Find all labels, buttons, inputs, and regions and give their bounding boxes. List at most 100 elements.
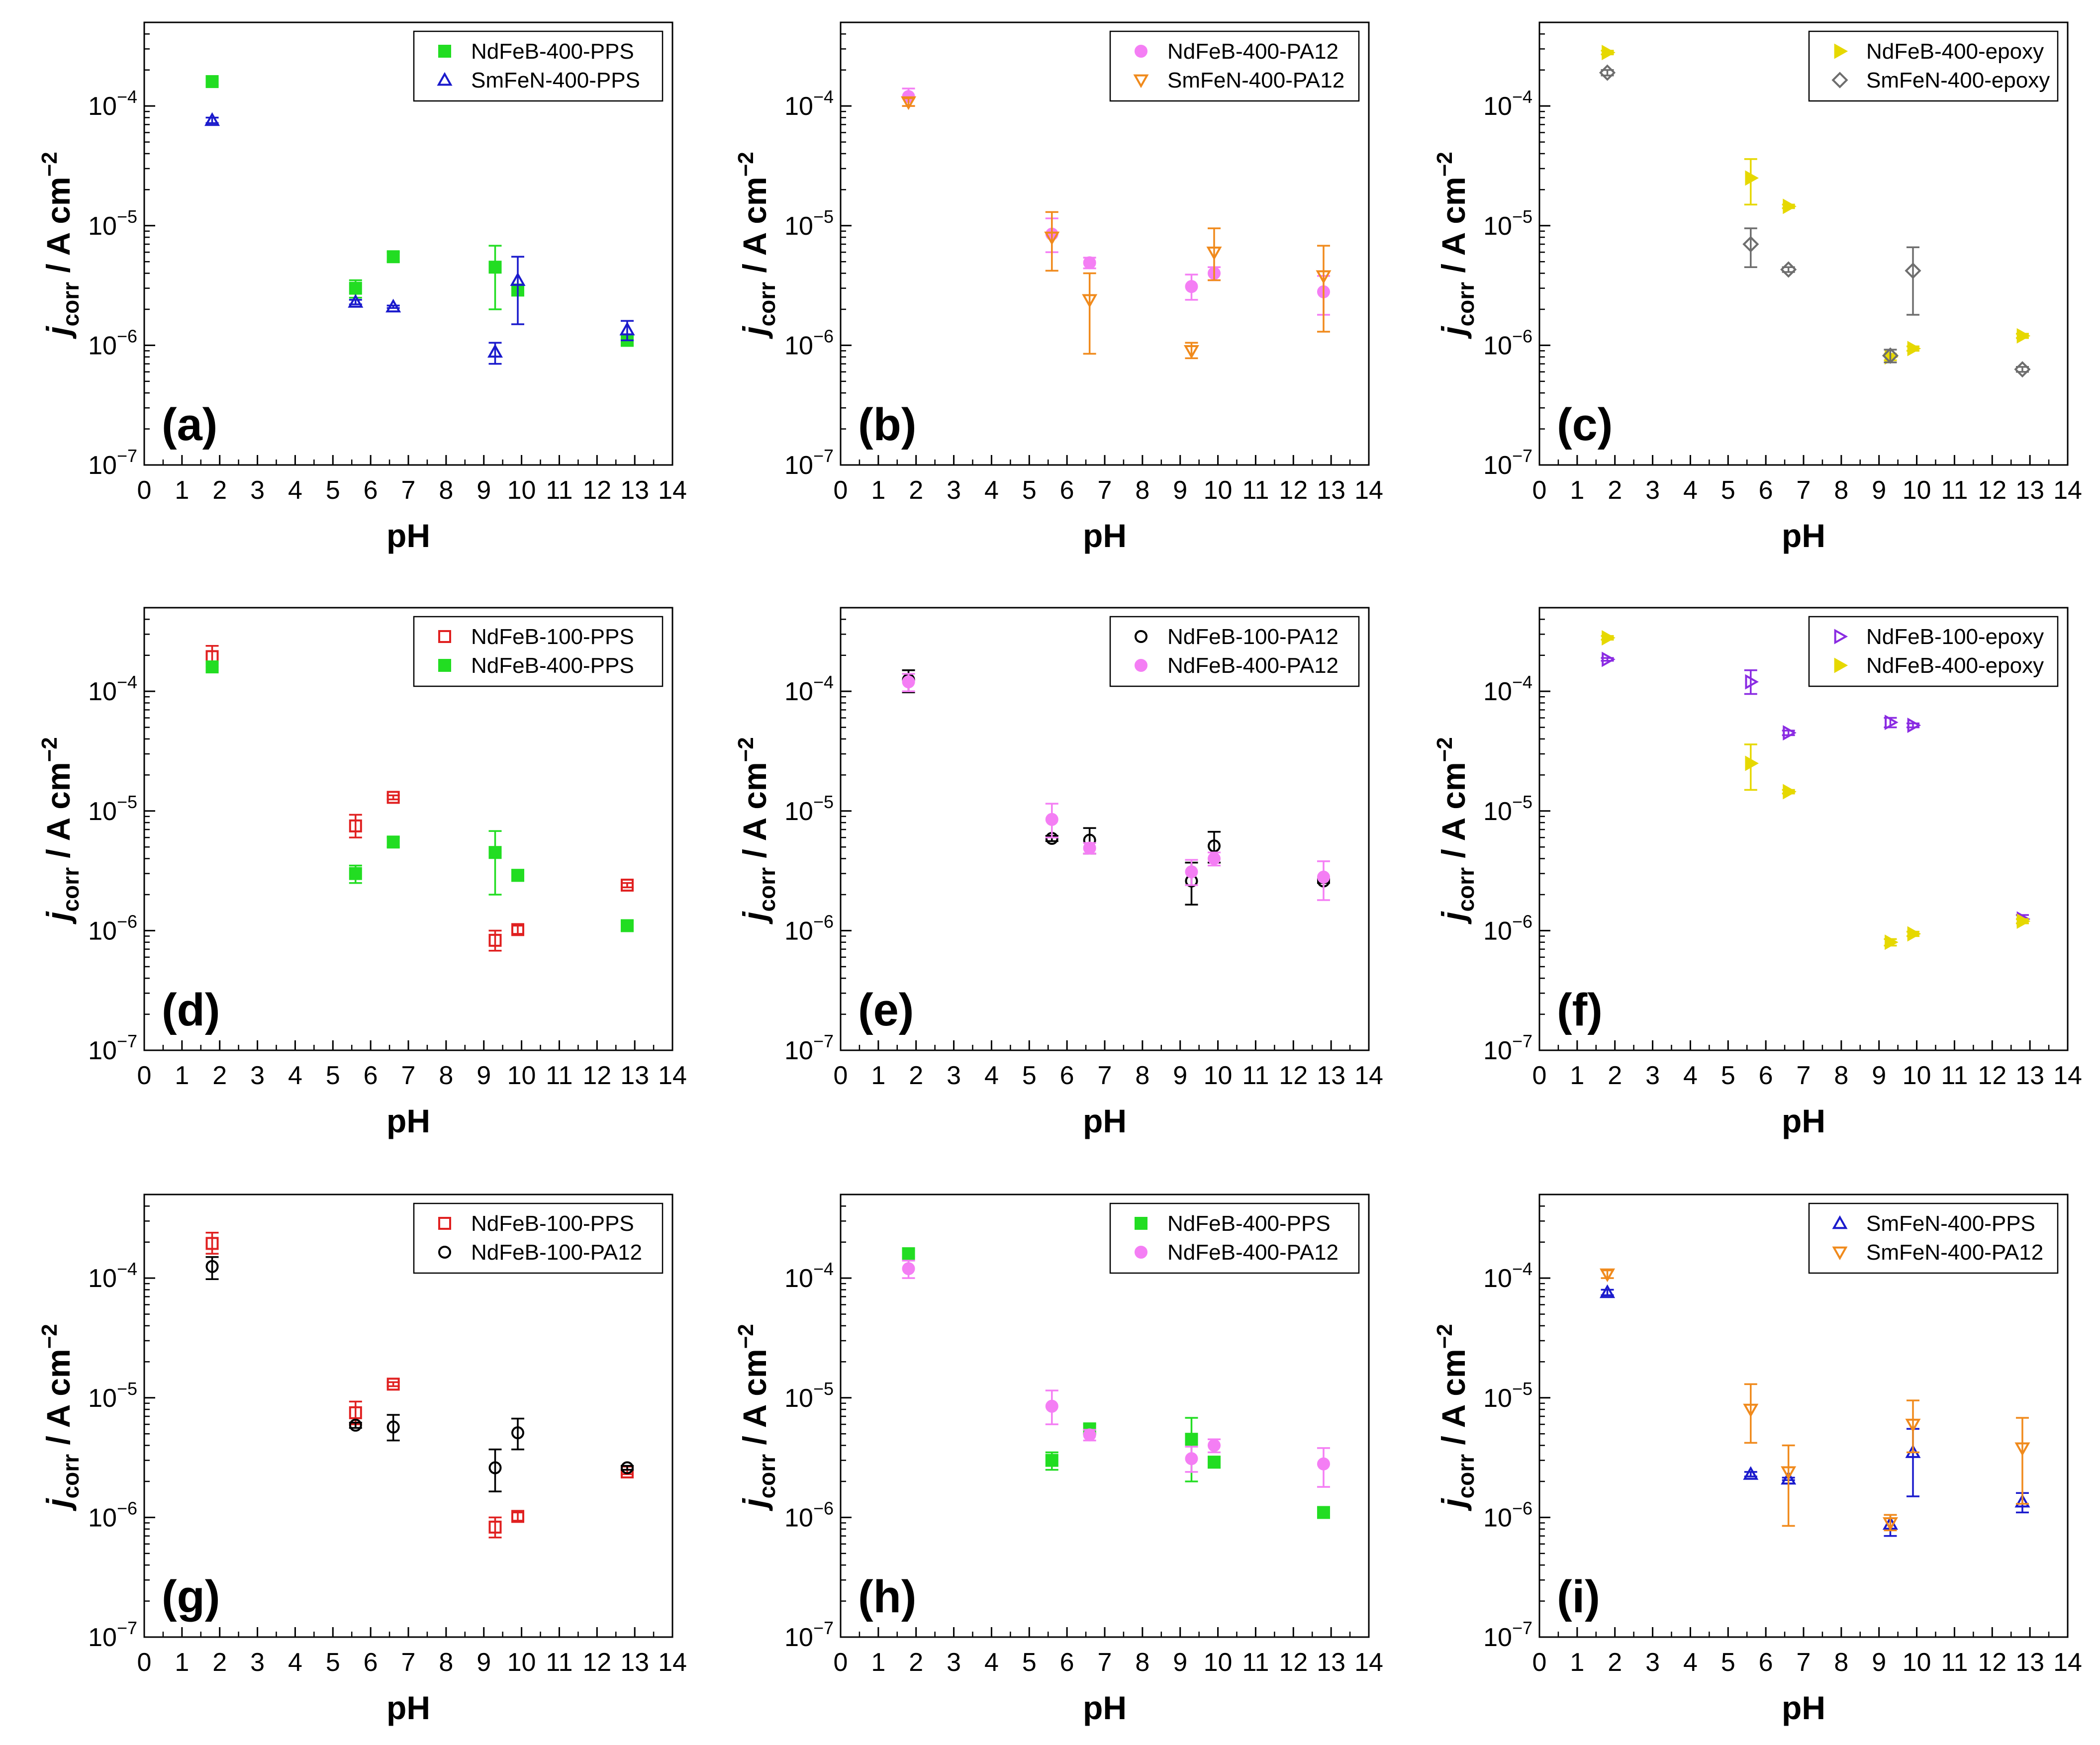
- legend: NdFeB-100-epoxy NdFeB-400-epoxy: [1808, 616, 2059, 687]
- x-tick-label: 6: [1759, 1648, 1773, 1677]
- legend-label: SmFeN-400-PA12: [1866, 1240, 2043, 1265]
- x-tick-label: 0: [137, 1648, 152, 1677]
- legend-label: NdFeB-400-PPS: [471, 653, 634, 678]
- data-point: [1783, 725, 1797, 741]
- y-tick-label: 10−6: [1483, 326, 1532, 360]
- x-tick-label: 6: [1060, 1061, 1074, 1090]
- legend-label: NdFeB-400-PA12: [1167, 653, 1338, 678]
- panel-label: (g): [162, 1571, 220, 1622]
- y-tick-label: 10−4: [88, 1259, 137, 1293]
- data-point: [205, 660, 219, 674]
- x-tick-label: 8: [1834, 1061, 1848, 1090]
- data-point: [1317, 1506, 1330, 1519]
- x-tick-label: 3: [1645, 476, 1660, 505]
- x-tick-label: 9: [1872, 1061, 1886, 1090]
- x-tick-label: 6: [364, 1648, 378, 1677]
- data-series: [1601, 651, 2031, 927]
- data-point: [511, 923, 524, 936]
- data-point: [1045, 813, 1058, 826]
- data-series: [1600, 1284, 2030, 1537]
- x-axis-title: pH: [386, 517, 430, 554]
- x-tick-label: 0: [1532, 1061, 1547, 1090]
- x-tick-label: 9: [477, 1648, 491, 1677]
- data-point: [902, 1262, 915, 1276]
- y-tick-label: 10−7: [88, 1031, 137, 1065]
- data-series: [902, 1260, 1330, 1488]
- chart-panel: 0 1 2 3 4 5 6 7 8 9 10 11 12 13 1410−710−610−510−4pHjc…: [1432, 21, 2082, 554]
- data-point: [1907, 926, 1921, 942]
- y-tick-label: 10−6: [88, 1498, 137, 1532]
- panel-label: (f): [1557, 985, 1603, 1035]
- x-tick-label: 4: [984, 1648, 999, 1677]
- x-tick-label: 12: [1978, 476, 2006, 505]
- legend-marker: [1133, 74, 1149, 89]
- y-axis-title: jcorr / A cm−2: [734, 737, 780, 925]
- x-tick-label: 6: [1060, 476, 1074, 505]
- x-tick-label: 8: [439, 1061, 453, 1090]
- data-point: [902, 1247, 915, 1261]
- x-tick-label: 1: [175, 1648, 189, 1677]
- y-tick-label: 10−4: [1483, 87, 1532, 121]
- legend: NdFeB-100-PPS NdFeB-100-PA12: [413, 1202, 664, 1274]
- data-point: [1742, 236, 1759, 253]
- legend-marker: [1135, 659, 1147, 672]
- legend-marker: [438, 659, 451, 672]
- legend-label: NdFeB-400-PPS: [1167, 1211, 1331, 1236]
- x-tick-label: 11: [1941, 1061, 1968, 1090]
- data-point: [1743, 1403, 1759, 1418]
- x-tick-label: 0: [137, 476, 152, 505]
- x-tick-label: 8: [439, 1648, 453, 1677]
- data-series: [1599, 64, 2031, 378]
- legend: NdFeB-400-PA12 SmFeN-400-PA12: [1109, 30, 1360, 102]
- data-series: [205, 660, 634, 932]
- x-tick-label: 9: [1173, 476, 1187, 505]
- chart-panel: 0 1 2 3 4 5 6 7 8 9 10 11 12 13 1410−710−610−510−4pHjc…: [37, 21, 687, 554]
- legend-marker: [1831, 72, 1848, 89]
- legend-marker: [438, 1217, 451, 1230]
- data-point: [1781, 1466, 1797, 1480]
- x-tick-label: 5: [326, 1061, 340, 1090]
- data-point: [1745, 170, 1759, 186]
- data-point: [1602, 45, 1616, 61]
- x-tick-label: 2: [909, 476, 923, 505]
- x-tick-label: 0: [137, 1061, 152, 1090]
- x-tick-label: 9: [1173, 1061, 1187, 1090]
- panel-label: (d): [162, 985, 220, 1035]
- legend-label: NdFeB-100-PA12: [471, 1240, 642, 1265]
- data-point: [1780, 261, 1797, 278]
- x-tick-label: 6: [1060, 1648, 1074, 1677]
- legend: SmFeN-400-PPS SmFeN-400-PA12: [1808, 1202, 2059, 1274]
- x-tick-label: 9: [477, 1061, 491, 1090]
- x-tick-label: 10: [507, 1061, 536, 1090]
- x-tick-label: 3: [250, 1061, 265, 1090]
- x-tick-label: 1: [1570, 1648, 1584, 1677]
- x-tick-label: 3: [947, 1061, 961, 1090]
- x-tick-label: 14: [1354, 476, 1383, 505]
- y-tick-label: 10−6: [784, 326, 834, 360]
- panel-label: (e): [858, 985, 914, 1035]
- legend-label: NdFeB-400-PA12: [1167, 39, 1338, 64]
- x-tick-label: 12: [582, 476, 611, 505]
- y-tick-label: 10−4: [1483, 1259, 1532, 1293]
- y-tick-label: 10−6: [784, 911, 834, 945]
- data-point: [511, 869, 524, 882]
- x-tick-label: 3: [250, 476, 265, 505]
- legend-label: NdFeB-400-PPS: [471, 39, 634, 64]
- x-tick-label: 2: [1608, 1061, 1622, 1090]
- data-point: [1185, 1452, 1198, 1466]
- x-tick-label: 2: [212, 1648, 227, 1677]
- y-tick-label: 10−6: [1483, 1498, 1532, 1532]
- legend: NdFeB-400-epoxy SmFeN-400-epoxy: [1808, 30, 2059, 102]
- data-series: [902, 1247, 1330, 1519]
- x-tick-label: 7: [1098, 1648, 1112, 1677]
- data-point: [488, 1461, 502, 1474]
- x-tick-label: 10: [1204, 1648, 1233, 1677]
- data-point: [901, 96, 917, 110]
- legend-label: NdFeB-400-epoxy: [1866, 653, 2044, 678]
- data-point: [205, 1260, 219, 1273]
- x-tick-label: 14: [2053, 1648, 2082, 1677]
- legend-label: NdFeB-100-PPS: [471, 1211, 634, 1236]
- data-point: [1907, 717, 1921, 734]
- x-tick-label: 4: [984, 476, 999, 505]
- data-series: [205, 1231, 634, 1539]
